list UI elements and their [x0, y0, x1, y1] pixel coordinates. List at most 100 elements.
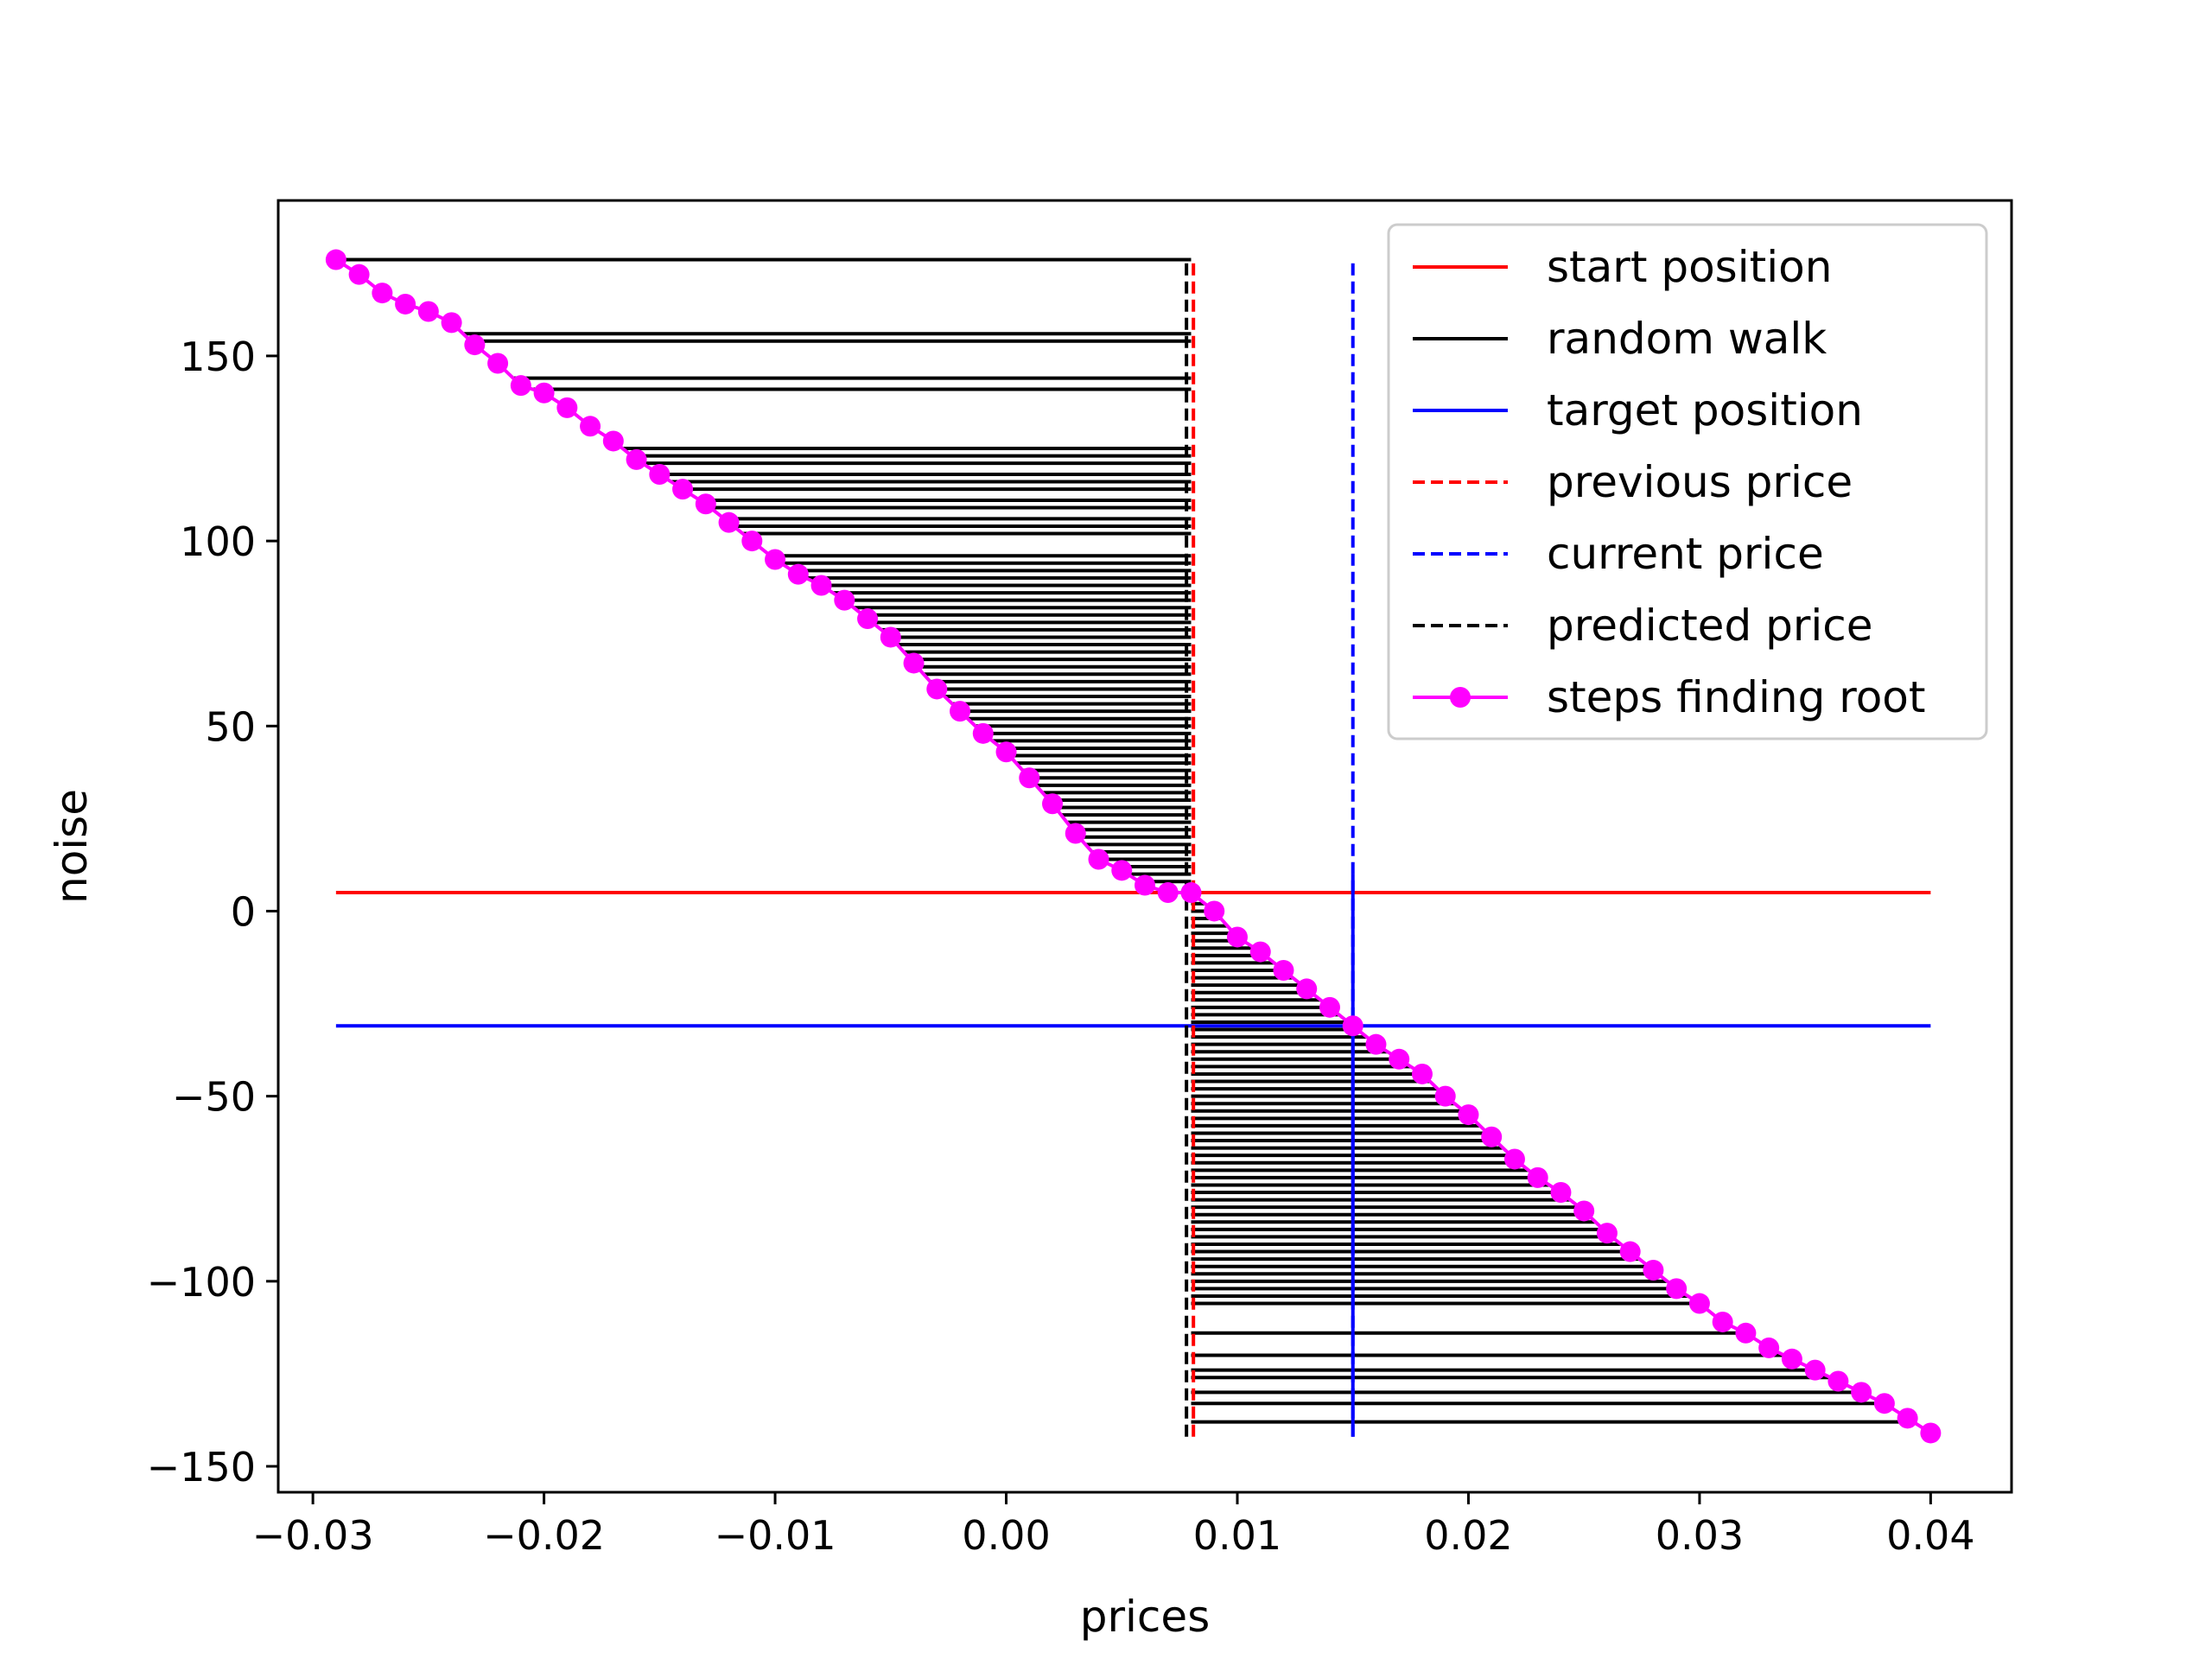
steps-point	[903, 652, 925, 674]
steps-point	[1249, 941, 1271, 963]
steps-point	[1389, 1048, 1410, 1070]
x-tick-label: −0.03	[252, 1512, 374, 1559]
plot-area	[325, 249, 1942, 1444]
steps-point	[1827, 1370, 1849, 1392]
legend-box	[1387, 223, 1988, 741]
steps-point	[741, 531, 763, 552]
x-tick-label: −0.01	[715, 1512, 836, 1559]
steps-point	[510, 375, 531, 397]
legend-label: random walk	[1547, 314, 1827, 364]
steps-point	[1342, 1015, 1363, 1037]
steps-point	[464, 334, 486, 356]
steps-point	[1712, 1311, 1733, 1332]
axes-frame	[276, 199, 2013, 1494]
steps-point	[1135, 874, 1155, 896]
steps-point	[533, 382, 555, 404]
steps-point	[1365, 1033, 1387, 1055]
y-tick-label: 100	[180, 518, 256, 565]
x-tick-label: 0.02	[1424, 1512, 1512, 1559]
steps-point	[649, 463, 671, 485]
steps-point	[972, 722, 994, 744]
steps-point	[580, 416, 601, 437]
steps-point	[1273, 960, 1294, 982]
y-tick-label: −50	[172, 1074, 256, 1121]
steps-point	[1204, 900, 1225, 922]
steps-point	[1873, 1393, 1895, 1414]
steps-point	[372, 283, 393, 304]
steps-finding-root-line	[334, 257, 1932, 1435]
steps-point	[995, 741, 1017, 763]
steps-point	[1503, 1148, 1525, 1170]
steps-point	[672, 479, 694, 500]
steps-point	[880, 626, 901, 648]
steps-point	[1920, 1422, 1942, 1444]
x-tick-label: 0.00	[962, 1512, 1050, 1559]
steps-point	[1897, 1408, 1918, 1429]
x-tick-label: 0.04	[1886, 1512, 1974, 1559]
steps-point	[857, 608, 879, 630]
steps-point	[1319, 996, 1340, 1018]
steps-point	[695, 493, 716, 515]
steps-point	[718, 512, 740, 533]
y-tick-label: 50	[205, 703, 256, 750]
steps-point	[1781, 1348, 1802, 1370]
steps-point	[1550, 1182, 1572, 1204]
steps-point	[1458, 1104, 1479, 1126]
steps-point	[417, 301, 439, 322]
steps-point	[926, 678, 948, 700]
x-tick-label: −0.02	[483, 1512, 605, 1559]
steps-point	[441, 312, 462, 334]
steps-point	[1180, 882, 1202, 904]
x-tick-label: 0.01	[1193, 1512, 1281, 1559]
steps-point	[1851, 1382, 1872, 1403]
y-tick-label: −150	[147, 1444, 256, 1491]
steps-point	[556, 397, 578, 418]
steps-point	[325, 249, 346, 270]
steps-point	[1573, 1200, 1595, 1222]
steps-point	[1735, 1322, 1757, 1344]
legend-label: current price	[1547, 529, 1824, 579]
steps-point	[1481, 1126, 1503, 1147]
steps-point	[834, 589, 855, 611]
y-axis-label: noise	[47, 789, 97, 904]
steps-point	[787, 563, 809, 585]
steps-point	[810, 575, 832, 596]
steps-point	[1296, 978, 1318, 1000]
legend-marker	[1450, 687, 1471, 708]
legend: start position random walk target position…	[1387, 223, 1988, 741]
steps-point	[626, 448, 647, 470]
y-tick-label: 150	[180, 334, 256, 380]
legend-label: previous price	[1547, 457, 1853, 507]
steps-point	[348, 264, 370, 285]
steps-point	[1111, 860, 1133, 881]
steps-point	[1411, 1063, 1433, 1084]
plot-content	[325, 249, 1942, 1444]
steps-point	[1643, 1259, 1664, 1281]
legend-label: steps finding root	[1547, 672, 1925, 722]
steps-point	[1157, 882, 1179, 904]
steps-point	[1527, 1166, 1548, 1188]
legend-label: start position	[1547, 242, 1832, 292]
legend-label: predicted price	[1547, 601, 1873, 651]
steps-point	[1666, 1278, 1688, 1300]
steps-point	[1042, 793, 1064, 815]
steps-point	[1804, 1359, 1826, 1381]
steps-point	[765, 549, 786, 570]
steps-point	[1019, 767, 1040, 789]
y-tick-label: −100	[147, 1259, 256, 1306]
steps-point	[1758, 1337, 1780, 1358]
steps-point	[395, 293, 416, 315]
steps-point	[1088, 849, 1109, 870]
steps-point	[1065, 823, 1086, 844]
steps-point	[487, 353, 509, 374]
x-axis-label: prices	[1080, 1592, 1211, 1642]
steps-point	[1688, 1293, 1710, 1314]
axes: −0.03 −0.02 −0.01 0.00 0.01 0.02 0.03 0.04 −150 −…	[147, 199, 2013, 1559]
steps-point	[1619, 1241, 1641, 1262]
x-tick-label: 0.03	[1656, 1512, 1744, 1559]
y-tick-label: 0	[231, 888, 256, 935]
steps-point	[1226, 926, 1248, 948]
steps-point	[602, 430, 624, 452]
steps-point	[950, 701, 971, 722]
